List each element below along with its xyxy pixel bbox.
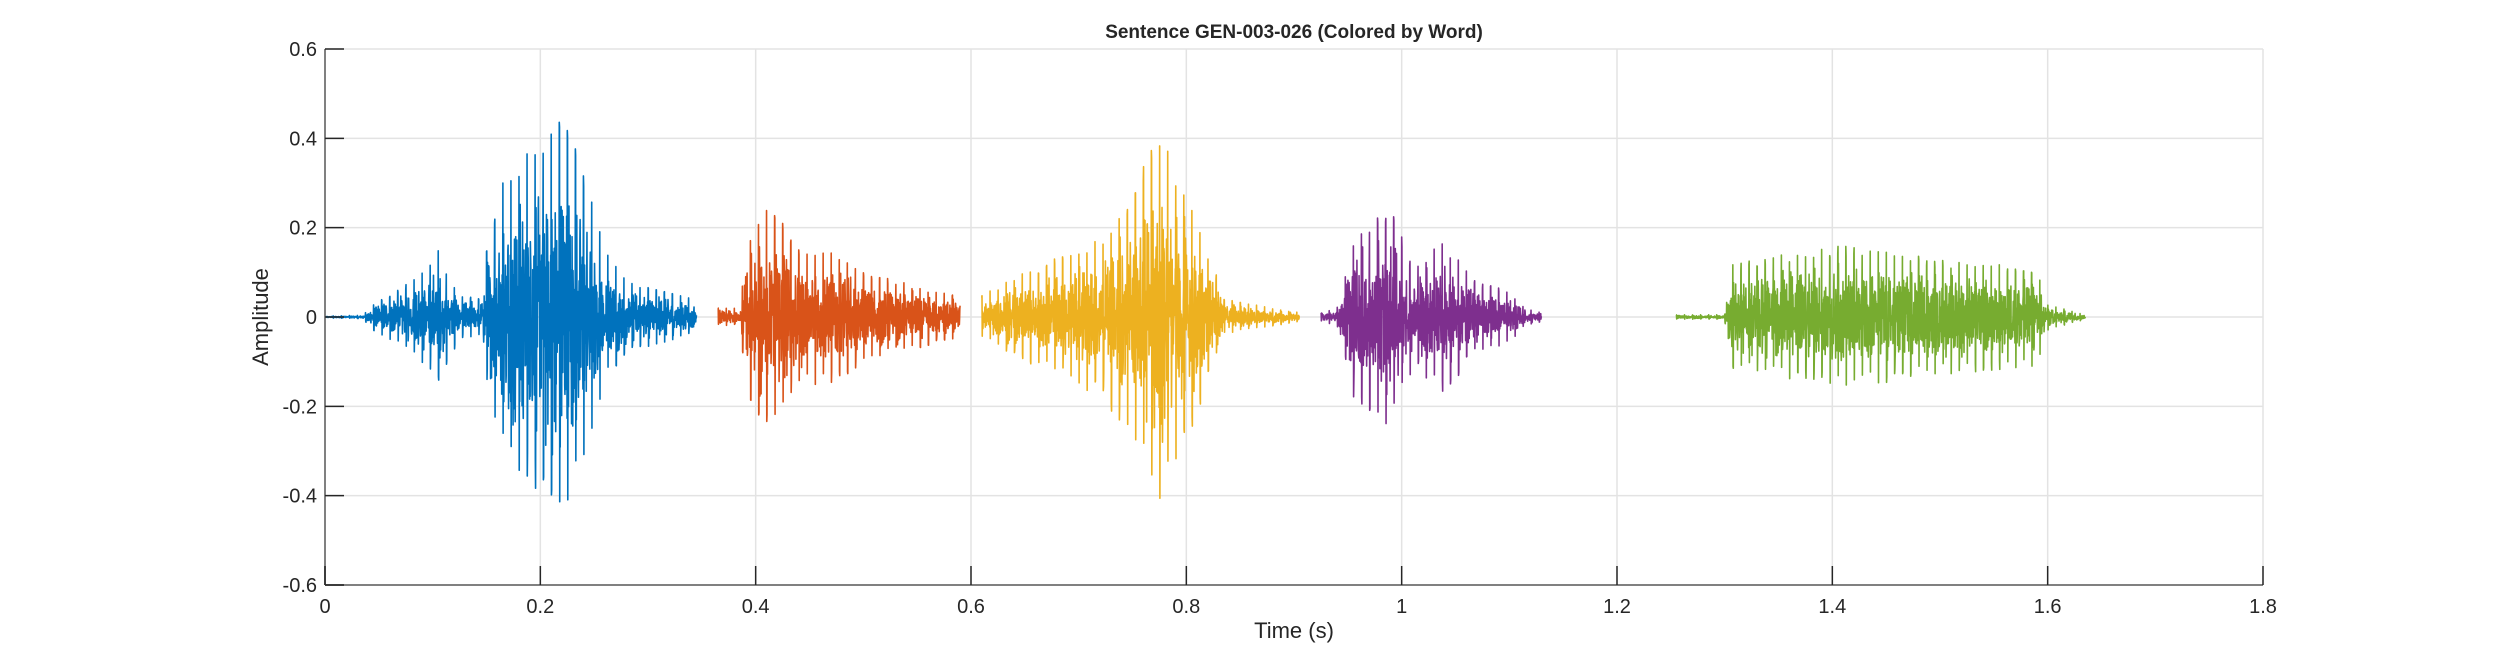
- y-axis-label: Amplitude: [248, 268, 273, 366]
- waveform-word-1: [324, 121, 698, 503]
- x-tick-label: 1.6: [2034, 596, 2062, 618]
- waveform-word-3: [980, 145, 1300, 500]
- x-tick-label: 1: [1396, 596, 1407, 618]
- x-tick-label: 0.4: [742, 596, 770, 618]
- x-tick-label: 0.8: [1172, 596, 1200, 618]
- x-tick-label: 1.8: [2249, 596, 2277, 618]
- y-tick-label: 0: [306, 307, 317, 329]
- waveform-word-5: [1675, 245, 2087, 386]
- x-tick-label: 1.4: [1818, 596, 1846, 618]
- waveform-word-2: [717, 209, 961, 423]
- y-tick-label: 0.2: [289, 218, 317, 240]
- y-tick-label: -0.2: [283, 396, 317, 418]
- x-tick-label: 1.2: [1603, 596, 1631, 618]
- y-tick-label: -0.6: [283, 575, 317, 597]
- x-tick-label: 0: [319, 596, 330, 618]
- x-tick-label: 0.2: [526, 596, 554, 618]
- waveform-series: [324, 121, 2087, 503]
- x-axis-label: Time (s): [1254, 618, 1334, 643]
- y-tick-label: -0.4: [283, 486, 317, 508]
- axes: 0 0.2 0.4 0.6 0.8 1 1.2 1.4 1.6 1.8 -0.6 -0.4 -0.2 0 0…: [283, 39, 2277, 618]
- chart-title: Sentence GEN-003-026 (Colored by Word): [1105, 22, 1483, 43]
- y-tick-label: 0.6: [289, 39, 317, 61]
- x-tick-label: 0.6: [957, 596, 985, 618]
- y-tick-label: 0.4: [289, 128, 317, 150]
- waveform-word-4: [1320, 216, 1543, 425]
